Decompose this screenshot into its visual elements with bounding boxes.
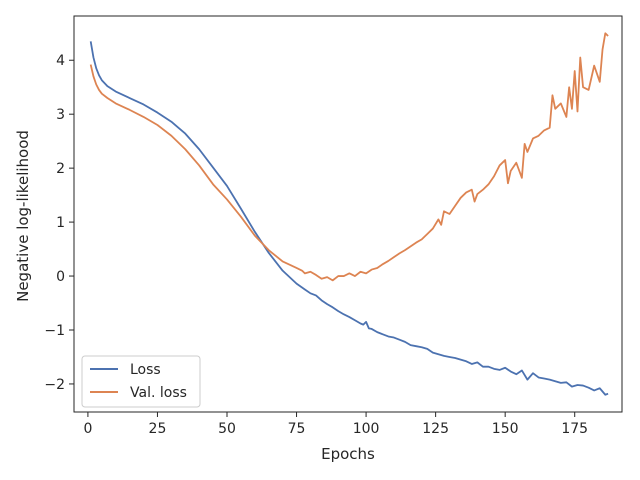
series-line-1: [89, 41, 609, 396]
series-line-2: [89, 32, 609, 282]
x-tick-label: 25: [149, 421, 167, 437]
x-axis: 0 25 50 75 100 125 150 175: [83, 412, 588, 437]
y-tick-label: −2: [44, 377, 65, 393]
x-tick-label: 150: [492, 421, 519, 437]
x-tick-label: 125: [422, 421, 449, 437]
x-axis-title: Epochs: [321, 445, 375, 463]
x-tick-label: 50: [218, 421, 236, 437]
y-axis-title: Negative log-likelihood: [14, 130, 32, 302]
legend-label-1: Loss: [130, 362, 161, 378]
y-tick-label: 1: [56, 215, 65, 231]
x-tick-label: 175: [561, 421, 588, 437]
y-tick-label: 3: [56, 107, 65, 123]
x-tick-label: 75: [288, 421, 306, 437]
y-tick-label: 2: [56, 161, 65, 177]
y-axis: −2 −1 0 1 2 3 4: [44, 53, 74, 393]
plot-frame: [73, 15, 623, 413]
y-tick-label: −1: [44, 323, 65, 339]
legend: Loss Val. loss: [81, 355, 201, 408]
y-tick-label: 4: [56, 53, 65, 69]
x-tick-label: 100: [353, 421, 380, 437]
y-tick-label: 0: [56, 269, 65, 285]
legend-label-2: Val. loss: [130, 385, 187, 401]
plot-area: [73, 15, 623, 413]
x-tick-label: 0: [83, 421, 92, 437]
